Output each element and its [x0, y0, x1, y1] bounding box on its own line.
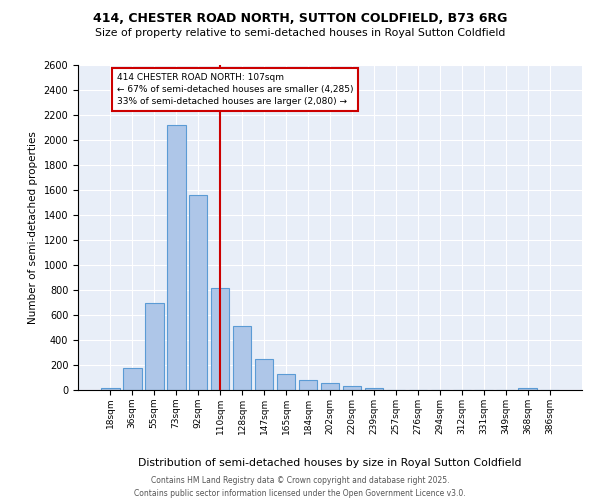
Bar	[255, 359, 274, 390]
Bar	[145, 302, 164, 390]
Text: 414 CHESTER ROAD NORTH: 107sqm
← 67% of semi-detached houses are smaller (4,285): 414 CHESTER ROAD NORTH: 107sqm ← 67% of …	[117, 72, 353, 106]
Text: 414, CHESTER ROAD NORTH, SUTTON COLDFIELD, B73 6RG: 414, CHESTER ROAD NORTH, SUTTON COLDFIEL…	[93, 12, 507, 26]
Text: Size of property relative to semi-detached houses in Royal Sutton Coldfield: Size of property relative to semi-detach…	[95, 28, 505, 38]
Bar	[211, 288, 229, 390]
Bar	[320, 382, 340, 390]
Y-axis label: Number of semi-detached properties: Number of semi-detached properties	[28, 131, 38, 324]
Text: Contains HM Land Registry data © Crown copyright and database right 2025.
Contai: Contains HM Land Registry data © Crown c…	[134, 476, 466, 498]
Bar	[299, 380, 317, 390]
Bar	[518, 388, 537, 390]
Bar	[233, 326, 251, 390]
Bar	[123, 368, 142, 390]
Bar	[101, 388, 119, 390]
Bar	[277, 374, 295, 390]
Bar	[365, 388, 383, 390]
Bar	[189, 195, 208, 390]
Bar	[167, 125, 185, 390]
Bar	[343, 386, 361, 390]
Text: Distribution of semi-detached houses by size in Royal Sutton Coldfield: Distribution of semi-detached houses by …	[138, 458, 522, 468]
